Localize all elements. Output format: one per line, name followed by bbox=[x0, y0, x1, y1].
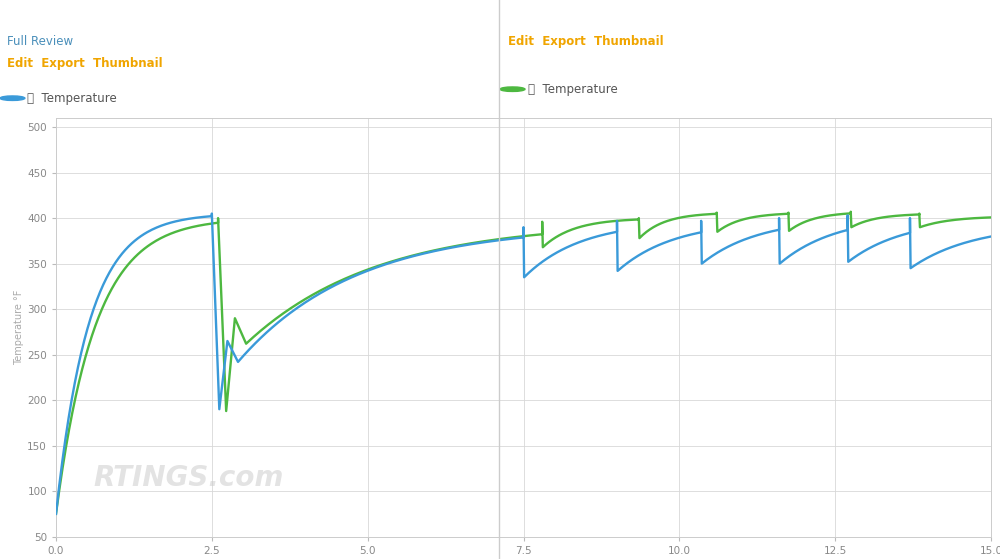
Text: 👁  Temperature: 👁 Temperature bbox=[27, 92, 117, 105]
Text: 👁  Temperature: 👁 Temperature bbox=[528, 83, 617, 96]
Text: Full Review: Full Review bbox=[7, 35, 74, 48]
Text: ▾  ×: ▾ × bbox=[458, 9, 483, 22]
Text: Dash Compact, Controls Upgrade: Dash Compact, Controls Upgrade bbox=[508, 8, 782, 23]
Y-axis label: Temperature °F: Temperature °F bbox=[14, 290, 24, 365]
Text: RTINGS.com: RTINGS.com bbox=[93, 465, 284, 492]
Circle shape bbox=[500, 87, 525, 92]
Text: Dash Compact: Dash Compact bbox=[7, 8, 126, 23]
Text: ▾  ×: ▾ × bbox=[960, 9, 985, 22]
Circle shape bbox=[0, 96, 25, 101]
Text: Edit  Export  Thumbnail: Edit Export Thumbnail bbox=[7, 57, 163, 70]
Text: Edit  Export  Thumbnail: Edit Export Thumbnail bbox=[508, 35, 663, 48]
